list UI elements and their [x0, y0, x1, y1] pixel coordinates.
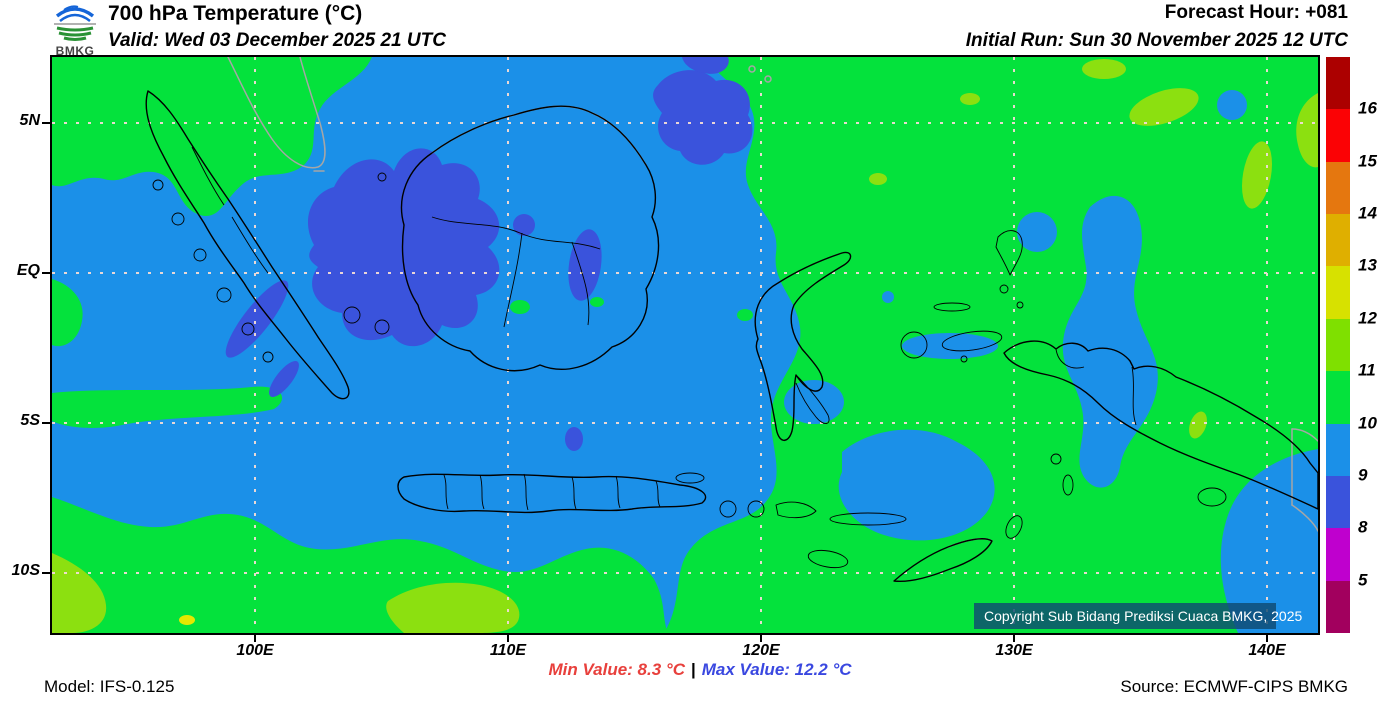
map-frame: Copyright Sub Bidang Prediksi Cuaca BMKG… [50, 55, 1320, 635]
lat-label: 5S [20, 412, 40, 429]
lon-tick [254, 635, 256, 642]
field-yellowgreen-east [869, 59, 1318, 439]
valid-time: Valid: Wed 03 December 2025 21 UTC [108, 30, 446, 51]
colorbar-segment [1326, 161, 1350, 215]
lat-label: 10S [11, 562, 40, 579]
colorbar-segment [1326, 528, 1350, 581]
colorbar-label: 5 [1358, 570, 1368, 590]
lon-label: 130E [995, 642, 1033, 659]
lon-tick [1266, 635, 1268, 642]
colorbar-segment [1326, 318, 1350, 372]
colorbar-label: 14 [1358, 203, 1377, 223]
colorbar-segment [1326, 57, 1350, 110]
lon-label: 140E [1248, 642, 1286, 659]
colorbar-segment [1326, 475, 1350, 529]
colorbar-label: 15 [1358, 151, 1377, 171]
colorbar-label: 13 [1358, 256, 1377, 276]
copyright-overlay: Copyright Sub Bidang Prediksi Cuaca BMKG… [974, 603, 1302, 629]
colorbar-label: 11 [1358, 360, 1376, 380]
copyright-text: Copyright Sub Bidang Prediksi Cuaca BMKG… [984, 608, 1302, 624]
colorbar-segment [1326, 580, 1350, 633]
lat-label: 5N [19, 112, 40, 129]
colorbar-segment [1326, 371, 1350, 424]
lon-tick [760, 635, 762, 642]
coastlines-indonesia [145, 90, 1318, 583]
max-value: Max Value: 12.2 °C [701, 660, 852, 679]
colorbar-segment [1326, 214, 1350, 267]
colorbar-label: 12 [1358, 308, 1377, 328]
lat-tick [42, 122, 50, 124]
model-label: Model: IFS-0.125 [44, 677, 175, 696]
colorbar-label: 16 [1358, 98, 1377, 118]
lon-label: 120E [742, 642, 780, 659]
lat-label: EQ [16, 262, 40, 279]
colorbar-label: 9 [1358, 465, 1368, 485]
lat-tick [42, 422, 50, 424]
temperature-map: Copyright Sub Bidang Prediksi Cuaca BMKG… [52, 57, 1318, 633]
lat-tick [42, 572, 50, 574]
minmax-line: Min Value: 8.3 °C | Max Value: 12.2 °C [400, 660, 1000, 680]
colorbar-segment [1326, 109, 1350, 162]
lon-label: 100E [236, 642, 274, 659]
colorbar-label: 10 [1358, 413, 1377, 433]
lon-tick [1013, 635, 1015, 642]
min-value: Min Value: 8.3 °C [548, 660, 685, 679]
colorbar-segment [1326, 423, 1350, 476]
colorbar [1326, 57, 1350, 633]
forecast-hour: Forecast Hour: +081 [1164, 2, 1348, 23]
bmkg-logo: BMKG [46, 1, 104, 58]
lon-tick [507, 635, 509, 642]
field-royal-pools [225, 57, 753, 451]
minmax-separator: | [690, 660, 696, 679]
initial-run: Initial Run: Sun 30 November 2025 12 UTC [965, 30, 1348, 51]
colorbar-segment [1326, 266, 1350, 319]
lon-label: 110E [489, 642, 527, 659]
bmkg-logo-text: BMKG [55, 44, 95, 58]
source-label: Source: ECMWF-CIPS BMKG [1120, 677, 1348, 696]
bmkg-logo-icon [54, 5, 96, 41]
lat-tick [42, 272, 50, 274]
page-title: 700 hPa Temperature (°C) [108, 2, 363, 25]
colorbar-label: 8 [1358, 517, 1368, 537]
